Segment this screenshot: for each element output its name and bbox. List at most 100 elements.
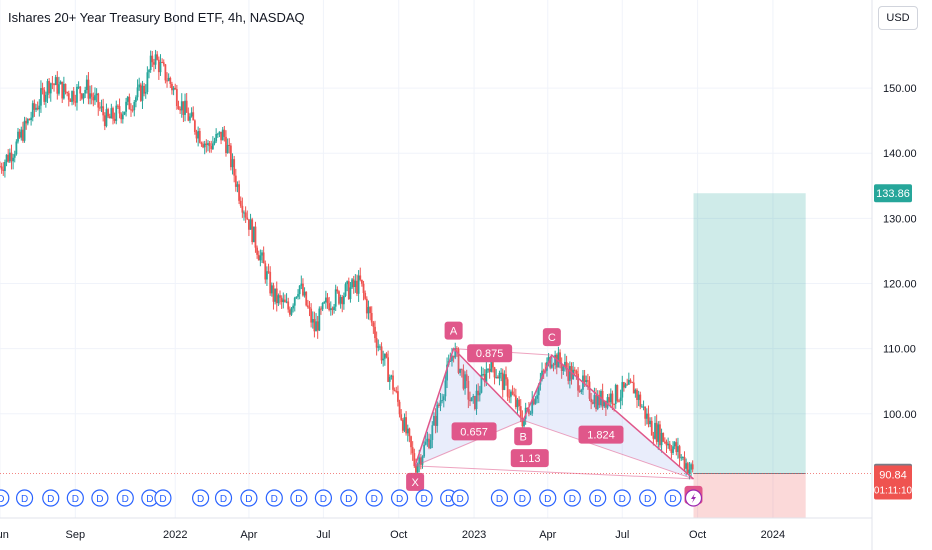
candle-body — [441, 400, 444, 402]
candle-body — [606, 397, 609, 408]
candle-body — [182, 101, 185, 115]
candle-body — [496, 377, 499, 379]
candle-body — [621, 382, 624, 398]
candle-body — [198, 131, 201, 143]
time-tick-label: Oct — [390, 529, 407, 541]
pattern-ratio-label-bg — [467, 344, 513, 363]
candle-body — [107, 109, 109, 117]
candle-body — [406, 428, 409, 434]
candle-body — [284, 299, 286, 303]
candle-body — [326, 297, 329, 304]
candle-body — [26, 119, 29, 124]
candle-body — [308, 307, 311, 309]
candle-body — [444, 380, 447, 397]
candle-body — [473, 395, 476, 410]
candle-body — [342, 295, 345, 305]
candle-body — [113, 118, 116, 121]
price-axis: 100.00 110.00 120.00 130.00 140.00 150.00 — [871, 0, 917, 550]
dividend-marker-label: D — [0, 494, 4, 505]
candle-body — [141, 85, 144, 101]
candle-body — [577, 373, 579, 391]
candle-body — [408, 428, 411, 437]
time-axis: Jun Sep 2022 Apr Jul Oct 2023 Apr Jul Oct 2024 — [0, 517, 872, 541]
candle-body — [663, 441, 666, 443]
candle-body — [390, 375, 393, 377]
candle-body — [262, 252, 265, 264]
candle-body — [470, 397, 473, 402]
candle-body — [53, 84, 55, 86]
candle-body — [90, 93, 93, 97]
currency-button[interactable]: USD — [878, 6, 918, 30]
candle-body — [159, 61, 162, 73]
candle-body — [623, 382, 625, 388]
candle-body — [349, 287, 352, 300]
candle-body — [236, 184, 239, 187]
candle-body — [439, 400, 442, 406]
candle-body — [464, 374, 466, 389]
candle-body — [636, 389, 638, 400]
candle-body — [339, 296, 342, 304]
candle-body — [608, 397, 611, 403]
profit-target-zone[interactable] — [693, 193, 806, 474]
candle-body — [80, 93, 83, 99]
dividend-marker-icon — [192, 489, 210, 507]
candle-body — [618, 400, 620, 402]
dividend-marker-label: D — [197, 494, 204, 505]
candle-body — [324, 297, 327, 303]
price-tick-label: 120.00 — [883, 279, 917, 291]
candle-body — [43, 89, 46, 102]
candle-body — [619, 397, 622, 401]
candle-body — [583, 375, 586, 383]
candlestick-series — [0, 49, 806, 480]
candle-body — [645, 413, 648, 419]
candle-body — [192, 112, 195, 121]
dividend-marker-label: D — [345, 494, 352, 505]
dividend-marker-label: D — [320, 494, 327, 505]
candle-body — [469, 399, 471, 402]
candle-body — [564, 361, 566, 367]
candle-body — [654, 422, 656, 439]
candle-body — [526, 407, 529, 410]
candle-body — [120, 113, 123, 120]
candle-body — [667, 443, 670, 446]
candle-body — [56, 77, 59, 94]
candle-body — [292, 305, 295, 309]
candle-body — [329, 308, 332, 311]
candle-body — [532, 399, 535, 405]
candle-body — [195, 131, 198, 139]
dividend-marker-label: D — [619, 494, 626, 505]
candle-body — [139, 84, 142, 101]
candle-body — [647, 413, 650, 425]
candle-body — [126, 96, 129, 102]
pattern-point-x-bg — [406, 472, 425, 491]
candle-body — [688, 469, 691, 474]
candle-body — [274, 288, 277, 302]
candle-body — [207, 143, 209, 146]
pattern-ratio-label: 0.875 — [476, 348, 504, 360]
candle-body — [59, 81, 62, 85]
candle-body — [685, 463, 688, 469]
candle-body — [554, 354, 557, 365]
candle-body — [166, 80, 168, 82]
candle-body — [547, 357, 550, 363]
candle-body — [313, 319, 316, 332]
stop-loss-zone[interactable] — [693, 473, 806, 518]
candle-body — [644, 406, 647, 419]
candle-body — [542, 370, 545, 372]
candle-body — [383, 353, 386, 359]
dividend-marker-label: D — [544, 494, 551, 505]
candle-body — [144, 91, 147, 94]
candle-body — [270, 285, 273, 294]
candle-body — [403, 417, 406, 431]
candle-body — [665, 441, 668, 446]
candle-body — [300, 283, 303, 286]
candle-body — [611, 393, 614, 404]
candle-body — [233, 159, 236, 176]
dividend-marker-label: D — [445, 494, 452, 505]
candle-body — [446, 364, 448, 381]
candle-body — [211, 143, 214, 150]
candle-body — [423, 444, 426, 457]
candle-body — [598, 395, 601, 406]
candle-body — [251, 219, 254, 243]
